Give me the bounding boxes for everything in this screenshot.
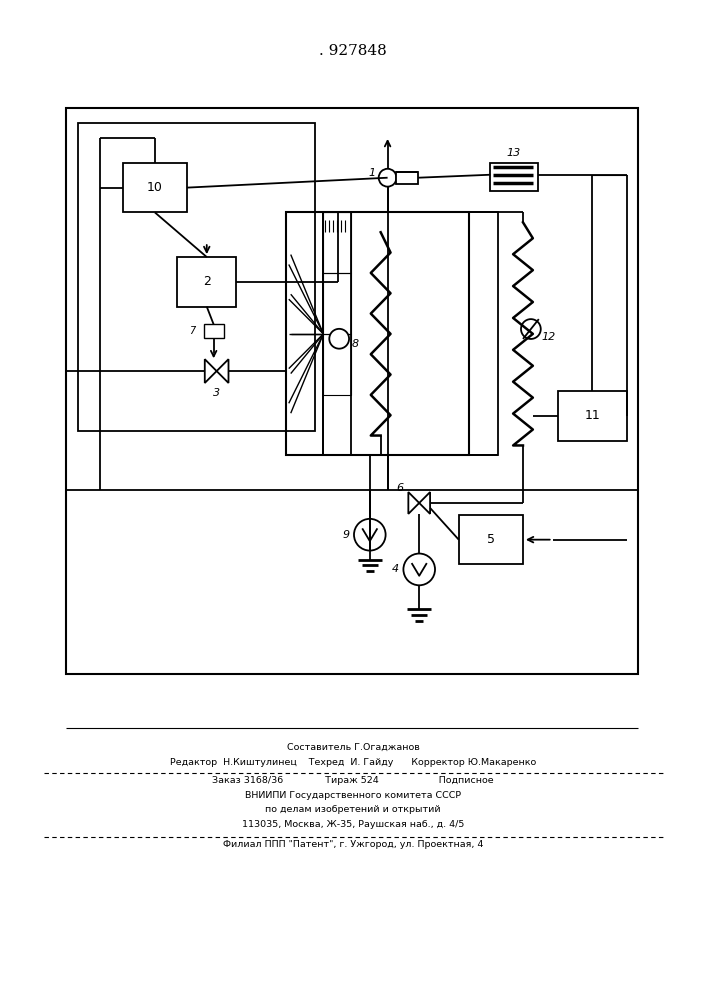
Circle shape	[379, 169, 397, 187]
Circle shape	[354, 519, 385, 551]
Bar	[204, 324, 223, 338]
Circle shape	[521, 319, 541, 339]
Text: Редактор  Н.Киштулинец    Техред  И. Гайду      Корректор Ю.Макаренко: Редактор Н.Киштулинец Техред И. Гайду Ко…	[170, 758, 536, 767]
Text: 113035, Москва, Ж-35, Раушская наб., д. 4/5: 113035, Москва, Ж-35, Раушская наб., д. …	[242, 820, 464, 829]
Text: 11: 11	[584, 409, 600, 422]
Bar	[286, 212, 323, 455]
Text: по делам изобретений и открытий: по делам изобретений и открытий	[265, 805, 441, 814]
Bar	[78, 123, 315, 431]
Bar	[323, 273, 351, 334]
Bar	[397, 172, 419, 184]
Circle shape	[329, 329, 349, 349]
Bar	[286, 212, 469, 455]
Text: 8: 8	[351, 339, 358, 349]
Circle shape	[404, 554, 435, 585]
Bar	[469, 212, 498, 455]
Text: Составитель Г.Огаджанов: Составитель Г.Огаджанов	[286, 743, 419, 752]
Text: 2: 2	[203, 275, 211, 288]
Text: 1: 1	[368, 168, 375, 178]
Text: Заказ 3168/36              Тираж 524                    Подписное: Заказ 3168/36 Тираж 524 Подписное	[212, 776, 493, 785]
Bar	[177, 257, 236, 307]
Text: ВНИИПИ Государственного комитета СССР: ВНИИПИ Государственного комитета СССР	[245, 791, 461, 800]
Text: 9: 9	[342, 530, 350, 540]
Text: 5: 5	[487, 533, 495, 546]
Bar	[323, 212, 351, 273]
Text: 10: 10	[147, 181, 163, 194]
Text: 12: 12	[542, 332, 556, 342]
Bar	[323, 212, 351, 455]
Text: . 927848: . 927848	[319, 44, 387, 58]
Text: 6: 6	[396, 483, 403, 493]
Text: 7: 7	[189, 326, 195, 336]
Bar	[491, 163, 538, 191]
Bar	[459, 515, 523, 564]
Text: 4: 4	[392, 564, 399, 574]
Bar	[323, 334, 351, 395]
Bar	[558, 391, 626, 441]
Bar	[66, 108, 638, 674]
Bar	[123, 163, 187, 212]
Text: 3: 3	[213, 388, 220, 398]
Text: 13: 13	[506, 148, 520, 158]
Text: Филиал ППП "Патент", г. Ужгород, ул. Проектная, 4: Филиал ППП "Патент", г. Ужгород, ул. Про…	[223, 840, 483, 849]
